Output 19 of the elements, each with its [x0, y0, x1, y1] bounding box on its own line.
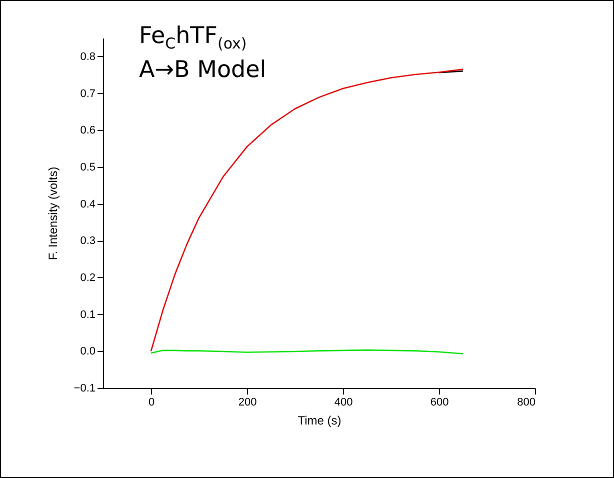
y-tick-label: 0.8 [80, 50, 96, 63]
y-axis-title: F. Intensity (volts) [46, 166, 60, 260]
y-tick-label: 0.3 [80, 235, 96, 248]
x-axis-title: Time (s) [298, 414, 342, 428]
annotation: Fe$_{C}$hTF$_{(ox)}$ [139, 23, 247, 53]
y-tick-label: −0.1 [74, 382, 96, 394]
annotation: A→B Model [139, 57, 266, 84]
y-tick-label: 0.7 [80, 88, 96, 100]
y-tick-label: 0.4 [80, 198, 96, 210]
x-tick-label: 0 [148, 396, 155, 408]
y-tick-label: 0.0 [80, 346, 96, 358]
x-tick-label: 400 [334, 396, 353, 408]
x-tick-label: 800 [517, 396, 536, 408]
y-tick-label: 0.2 [80, 272, 96, 284]
y-tick-label: 0.6 [80, 124, 96, 137]
y-tick-label: 0.1 [80, 308, 96, 321]
x-tick-label: 600 [430, 396, 449, 408]
x-tick-label: 200 [238, 396, 257, 408]
y-tick-label: 0.5 [80, 161, 96, 174]
